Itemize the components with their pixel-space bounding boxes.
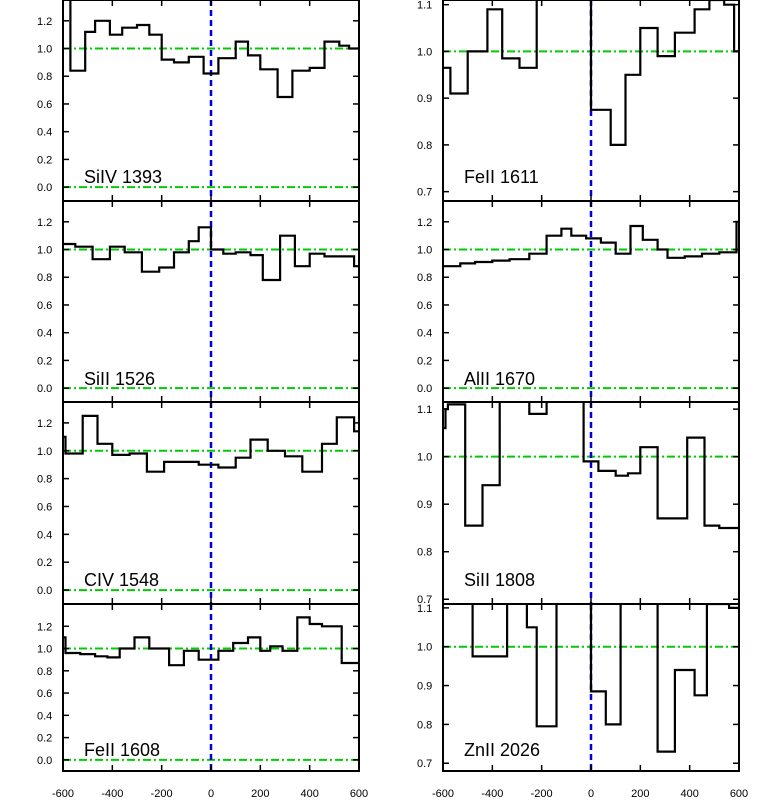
x-tick-label: -200 [151,788,173,800]
y-tick-label: 1.2 [37,621,52,633]
y-tick-label: 0.8 [417,719,432,731]
y-tick-label: 0.4 [37,127,52,139]
spectrum-series [63,226,359,282]
y-tick-label: 0.8 [37,666,52,678]
y-tick-label: 0.4 [37,529,52,541]
panel-feii-1611: 0.7 0.8 0.9 1.0 1.1 [417,0,740,202]
panel-label-siii-1808: SiII 1808 [464,570,535,590]
panel-label-siii-1526: SiII 1526 [84,369,155,389]
y-tick-label: 0.0 [37,383,52,395]
panel-label-feii-1608: FeII 1608 [84,740,160,760]
y-tick-label: 0.9 [417,499,432,511]
y-tick-label: 1.1 [417,404,432,416]
y-tick-label: 1.1 [417,0,432,12]
y-tick-label: 0.8 [37,272,52,284]
plot-layer: 0.0 0.2 0.4 0.6 0.8 1.0 1.2 0.0 0.2 0.4 0.6 0.8 1.0 1… [37,0,748,800]
y-tick-label: 1.0 [37,44,52,56]
y-tick-label: 0.2 [37,154,52,166]
x-tick-label: 200 [631,788,649,800]
y-tick-label: 1.2 [37,418,52,430]
y-tick-label: 1.0 [417,642,432,654]
y-tick-label: 1.2 [37,16,52,28]
y-tick-label: 1.0 [37,446,52,458]
y-tick-label: 0.8 [417,547,432,559]
spectrum-series [471,604,739,753]
y-tick-label: 0.9 [417,681,432,693]
panel-feii-1608: 0.0 0.2 0.4 0.6 0.8 1.0 1.2 [37,603,360,772]
y-tick-label: 0.4 [417,328,432,340]
y-tick-label: 0.9 [417,93,432,105]
y-tick-label: 0.4 [37,328,52,340]
y-tick-label: 0.2 [37,557,52,569]
spectrum-series [63,616,359,667]
panel-alii-1670: 0.0 0.2 0.4 0.6 0.8 1.0 1.2 [417,200,740,403]
x-tick-label: -600 [432,788,454,800]
x-tick-label: 0 [588,788,594,800]
y-tick-label: 0.0 [37,585,52,597]
panel-label-siiv-1393: SiIV 1393 [84,167,162,187]
y-tick-label: 0.7 [417,187,432,199]
y-tick-label: 1.0 [417,46,432,58]
y-tick-label: 1.0 [37,644,52,656]
panel-label-civ-1548: CIV 1548 [84,570,159,590]
x-tick-label: -200 [531,788,553,800]
y-tick-label: 1.2 [37,217,52,229]
y-tick-label: 1.0 [417,245,432,257]
y-tick-label: 0.7 [417,594,432,606]
y-tick-label: 1.1 [417,603,432,615]
y-tick-label: 0.0 [37,182,52,194]
panel-label-feii-1611: FeII 1611 [464,167,539,187]
panel-label-znii-2026: ZnII 2026 [464,740,540,760]
y-tick-label: 0.4 [37,710,52,722]
x-tick-label: 600 [350,788,368,800]
spectrum-series [63,414,359,473]
x-tick-label: 400 [680,788,698,800]
y-tick-label: 1.0 [417,452,432,464]
y-tick-label: 0.2 [417,355,432,367]
spectrum-series [69,0,359,99]
y-tick-label: 0.8 [417,140,432,152]
y-tick-label: 0.6 [37,688,52,700]
y-tick-label: 0.7 [417,758,432,770]
x-tick-label: -400 [481,788,503,800]
y-tick-label: 0.8 [37,474,52,486]
x-tick-label: 0 [208,788,214,800]
x-tick-label: 400 [300,788,318,800]
spectrum-series [443,0,739,146]
x-tick-label: -400 [101,788,123,800]
x-tick-label: 200 [251,788,269,800]
spectrum-series [443,402,739,530]
y-tick-label: 0.8 [37,71,52,83]
y-tick-label: 1.0 [37,245,52,257]
panel-label-alii-1670: AlII 1670 [464,369,535,389]
y-tick-label: 0.6 [417,300,432,312]
y-tick-label: 0.0 [37,755,52,767]
y-tick-label: 0.0 [417,383,432,395]
spectrum-series [443,220,739,268]
y-tick-label: 0.6 [37,300,52,312]
y-tick-label: 0.2 [37,733,52,745]
y-tick-label: 0.8 [417,272,432,284]
y-tick-label: 1.2 [417,217,432,229]
y-tick-label: 0.6 [37,99,52,111]
y-tick-label: 0.6 [37,501,52,513]
x-tick-label: -600 [52,788,74,800]
panel-civ-1548: 0.0 0.2 0.4 0.6 0.8 1.0 1.2 [37,401,360,605]
panel-siii-1526: 0.0 0.2 0.4 0.6 0.8 1.0 1.2 [37,200,360,403]
panel-znii-2026: 0.7 0.8 0.9 1.0 1.1 [417,603,740,772]
x-tick-label: 600 [730,788,748,800]
y-tick-label: 0.2 [37,355,52,367]
